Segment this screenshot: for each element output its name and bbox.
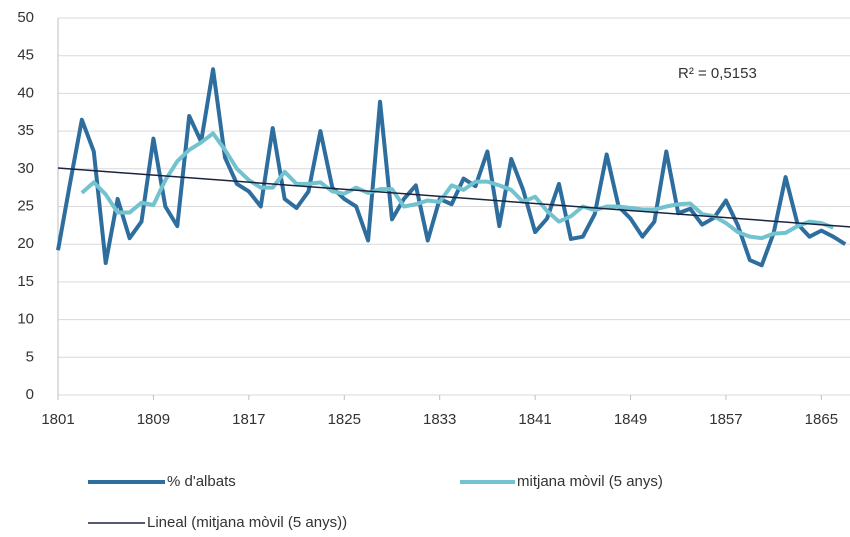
x-tick-label: 1801: [41, 411, 74, 428]
y-tick-label: 0: [26, 386, 34, 403]
x-tick-label: 1841: [518, 411, 551, 428]
y-tick-label: 30: [17, 160, 34, 177]
y-tick-label: 15: [17, 273, 34, 290]
series-line: [57, 167, 850, 228]
y-tick-label: 45: [17, 47, 34, 64]
annotation: R² = 0,5153: [678, 65, 757, 82]
x-tick-label: 1825: [328, 411, 361, 428]
x-tick-label: 1857: [709, 411, 742, 428]
series-line: [80, 131, 835, 241]
y-tick-label: 5: [26, 348, 34, 365]
legend-label: % d'albats: [167, 473, 236, 490]
x-tick-label: 1865: [805, 411, 838, 428]
x-tick-label: 1817: [232, 411, 265, 428]
legend-label: Lineal (mitjana mòvil (5 anys)): [147, 514, 347, 531]
x-tick-label: 1849: [614, 411, 647, 428]
x-tick-label: 1809: [137, 411, 170, 428]
legend-label: mitjana mòvil (5 anys): [517, 473, 663, 490]
y-tick-label: 50: [17, 9, 34, 26]
y-tick-label: 10: [17, 311, 34, 328]
y-tick-label: 20: [17, 235, 34, 252]
x-tick-label: 1833: [423, 411, 456, 428]
y-tick-label: 35: [17, 122, 34, 139]
series-line: [56, 67, 847, 268]
y-tick-label: 40: [17, 84, 34, 101]
y-tick-label: 25: [17, 197, 34, 214]
